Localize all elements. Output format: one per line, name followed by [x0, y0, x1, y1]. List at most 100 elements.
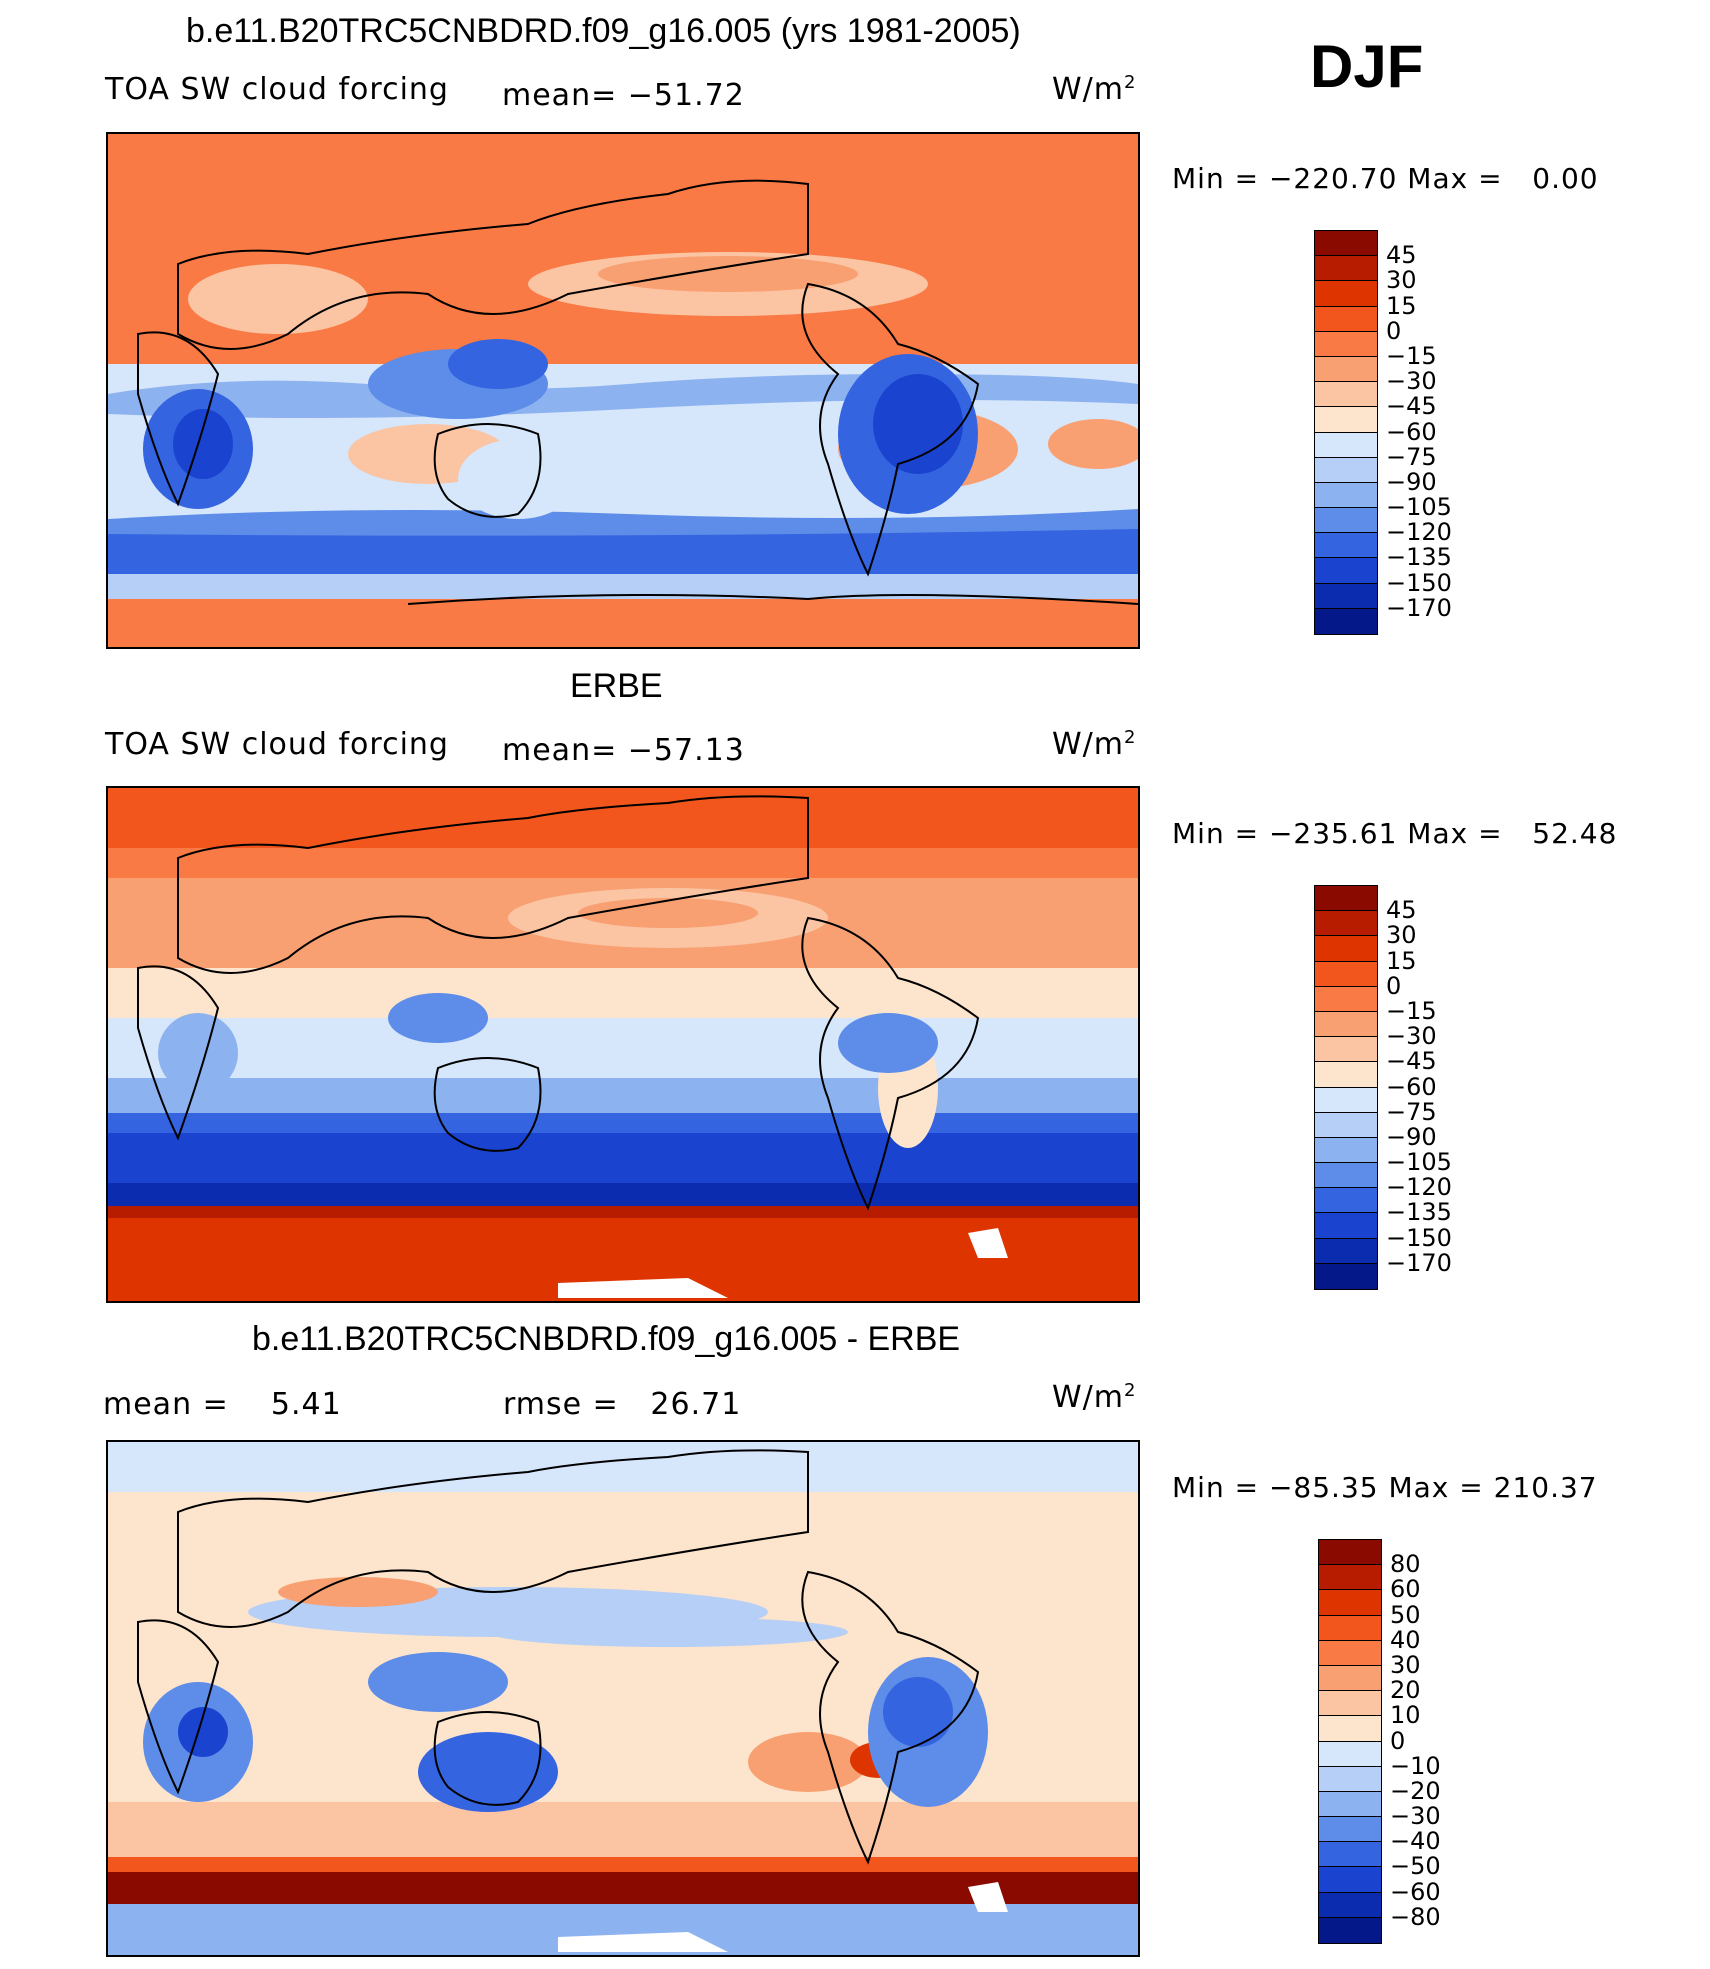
- colorbar-segment: [1315, 961, 1377, 987]
- colorbar-segment: [1319, 1867, 1381, 1893]
- colorbar-tick-label: −50: [1390, 1852, 1441, 1881]
- panel3-rmse: rmse = 26.71: [503, 1387, 742, 1422]
- colorbar-tick-label: −80: [1390, 1902, 1441, 1931]
- panel3-field: [108, 1442, 1138, 1955]
- colorbar-tick-label: −60: [1390, 1877, 1441, 1906]
- colorbar-tick-label: 30: [1386, 921, 1417, 950]
- colorbar-segment: [1319, 1590, 1381, 1616]
- colorbar-tick-label: −45: [1386, 1047, 1437, 1076]
- colorbar-tick-label: −20: [1390, 1776, 1441, 1805]
- colorbar-tick-label: −30: [1390, 1802, 1441, 1831]
- colorbar-tick-label: 20: [1390, 1676, 1421, 1705]
- colorbar-segment: [1319, 1791, 1381, 1818]
- panel1-colorbar: [1314, 230, 1378, 635]
- panel2-field: [108, 788, 1138, 1301]
- panel2-mean: mean= −57.13: [502, 733, 745, 768]
- colorbar-segment: [1315, 608, 1377, 634]
- colorbar-segment: [1315, 508, 1377, 534]
- colorbar-tick-label: −90: [1386, 467, 1437, 496]
- panel2-colorbar: [1314, 885, 1378, 1290]
- colorbar-segment: [1315, 986, 1377, 1012]
- panel2-map: [106, 786, 1140, 1303]
- colorbar-segment: [1315, 1011, 1377, 1038]
- colorbar-tick-label: −90: [1386, 1122, 1437, 1151]
- panel3-title: b.e11.B20TRC5CNBDRD.f09_g16.005 - ERBE: [252, 1320, 961, 1358]
- colorbar-segment: [1319, 1917, 1381, 1943]
- colorbar-segment: [1315, 533, 1377, 559]
- colorbar-tick-label: −150: [1386, 568, 1452, 597]
- colorbar-segment: [1315, 936, 1377, 962]
- colorbar-tick-label: −10: [1390, 1751, 1441, 1780]
- panel2-units: W/m2: [1052, 727, 1137, 762]
- colorbar-segment: [1315, 331, 1377, 357]
- colorbar-tick-label: 15: [1386, 291, 1417, 320]
- colorbar-tick-label: 40: [1390, 1625, 1421, 1654]
- colorbar-segment: [1315, 1112, 1377, 1138]
- colorbar-tick-label: 80: [1390, 1550, 1421, 1579]
- colorbar-segment: [1315, 457, 1377, 483]
- colorbar-segment: [1315, 911, 1377, 937]
- colorbar-segment: [1315, 382, 1377, 408]
- colorbar-segment: [1315, 1238, 1377, 1264]
- colorbar-tick-label: 15: [1386, 946, 1417, 975]
- colorbar-tick-label: 45: [1386, 896, 1417, 925]
- colorbar-tick-label: −40: [1390, 1827, 1441, 1856]
- colorbar-segment: [1319, 1565, 1381, 1591]
- colorbar-tick-label: 0: [1386, 971, 1402, 1000]
- colorbar-tick-label: −15: [1386, 341, 1437, 370]
- colorbar-tick-label: −150: [1386, 1223, 1452, 1252]
- colorbar-segment: [1315, 1163, 1377, 1189]
- panel2-variable: TOA SW cloud forcing: [105, 727, 449, 762]
- panel1-field: [108, 134, 1138, 647]
- panel1-title: b.e11.B20TRC5CNBDRD.f09_g16.005 (yrs 198…: [186, 12, 1021, 50]
- colorbar-tick-label: −30: [1386, 367, 1437, 396]
- panel1-minmax: Min = −220.70 Max = 0.00: [1172, 162, 1599, 195]
- colorbar-segment: [1315, 356, 1377, 383]
- panel2-title: ERBE: [570, 667, 663, 705]
- colorbar-segment: [1319, 1716, 1381, 1742]
- colorbar-segment: [1319, 1640, 1381, 1666]
- colorbar-segment: [1315, 1062, 1377, 1088]
- colorbar-segment: [1315, 1037, 1377, 1063]
- colorbar-segment: [1315, 256, 1377, 282]
- colorbar-tick-label: −170: [1386, 1248, 1452, 1277]
- colorbar-segment: [1315, 281, 1377, 307]
- colorbar-segment: [1315, 432, 1377, 458]
- colorbar-segment: [1319, 1691, 1381, 1717]
- colorbar-tick-label: −60: [1386, 417, 1437, 446]
- panel1-map: [106, 132, 1140, 649]
- colorbar-tick-label: −45: [1386, 392, 1437, 421]
- colorbar-segment: [1315, 231, 1377, 257]
- colorbar-segment: [1315, 482, 1377, 509]
- colorbar-segment: [1315, 1087, 1377, 1113]
- colorbar-segment: [1315, 1263, 1377, 1289]
- colorbar-tick-label: −105: [1386, 493, 1452, 522]
- panel1-units: W/m2: [1052, 72, 1137, 107]
- colorbar-tick-label: −75: [1386, 1097, 1437, 1126]
- colorbar-tick-label: 60: [1390, 1575, 1421, 1604]
- colorbar-tick-label: 30: [1390, 1650, 1421, 1679]
- colorbar-segment: [1315, 1137, 1377, 1164]
- panel3-minmax: Min = −85.35 Max = 210.37: [1172, 1471, 1598, 1504]
- colorbar-tick-label: 10: [1390, 1701, 1421, 1730]
- colorbar-tick-label: −105: [1386, 1148, 1452, 1177]
- panel3-mean: mean = 5.41: [103, 1387, 342, 1422]
- colorbar-tick-label: −75: [1386, 442, 1437, 471]
- panel3-map: [106, 1440, 1140, 1957]
- colorbar-segment: [1319, 1665, 1381, 1692]
- panel3-colorbar: [1318, 1539, 1382, 1944]
- colorbar-tick-label: −60: [1386, 1072, 1437, 1101]
- colorbar-segment: [1315, 1188, 1377, 1214]
- colorbar-tick-label: −135: [1386, 1198, 1452, 1227]
- colorbar-tick-label: 0: [1390, 1726, 1406, 1755]
- panel1-mean: mean= −51.72: [502, 78, 745, 113]
- colorbar-tick-label: −135: [1386, 543, 1452, 572]
- colorbar-segment: [1315, 407, 1377, 433]
- colorbar-segment: [1319, 1842, 1381, 1868]
- colorbar-tick-label: −15: [1386, 996, 1437, 1025]
- colorbar-tick-label: −30: [1386, 1022, 1437, 1051]
- colorbar-tick-label: 30: [1386, 266, 1417, 295]
- colorbar-segment: [1319, 1817, 1381, 1843]
- colorbar-segment: [1315, 558, 1377, 584]
- colorbar-segment: [1315, 886, 1377, 912]
